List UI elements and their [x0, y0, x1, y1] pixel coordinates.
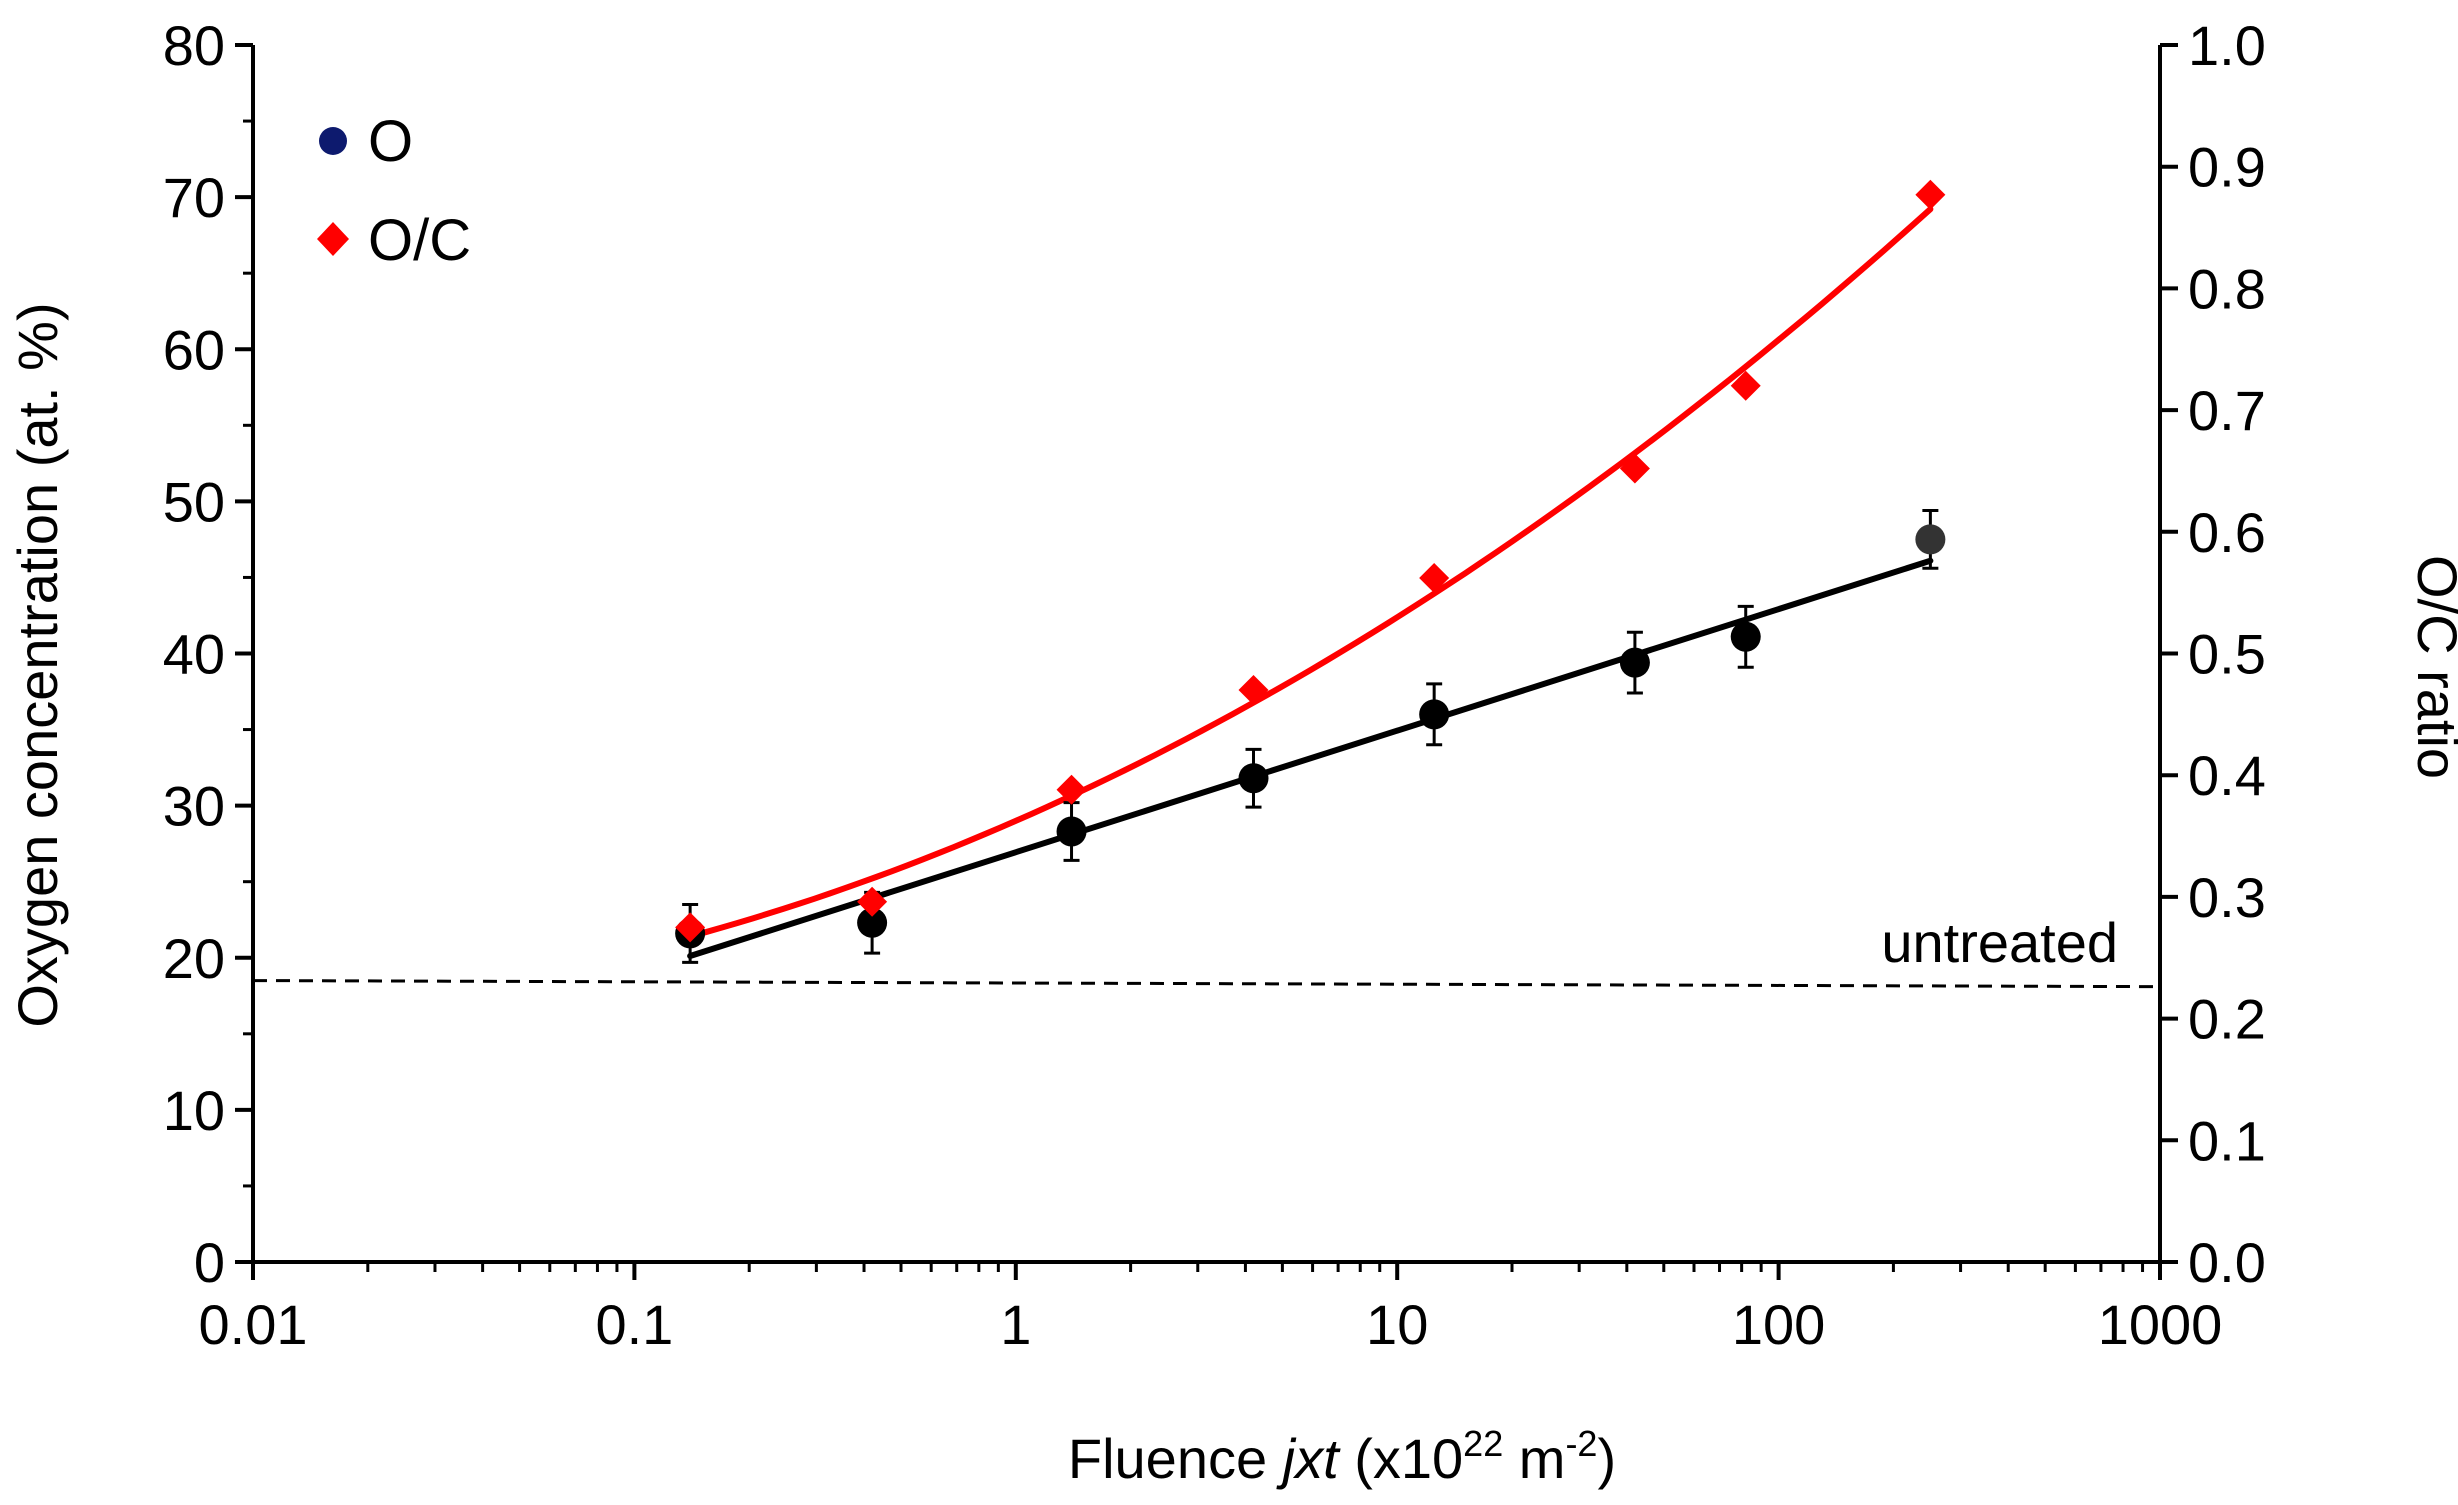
legend-label-oc: O/C	[368, 208, 471, 273]
x-tick-label: 1000	[2098, 1293, 2223, 1356]
y-right-tick-label: 0.9	[2188, 136, 2266, 199]
y-right-tick-label: 0.7	[2188, 379, 2266, 442]
data-point-o	[1619, 647, 1650, 678]
untreated-label: untreated	[1881, 911, 2118, 974]
axes-layer: 0.01 0.1 1 10 100 1000 0 10 20 30 40 50 60 70 80 0.0 0.1…	[163, 14, 2266, 1356]
y-left-tick-label: 0	[194, 1231, 225, 1294]
fit-layer	[687, 206, 1934, 960]
data-point-o	[857, 907, 888, 938]
x-axis-title-unit-close: )	[1597, 1427, 1616, 1490]
x-axis-title-exponent-1: 22	[1463, 1423, 1503, 1464]
legend: O O/C	[317, 109, 471, 273]
legend-marker-o	[319, 127, 347, 155]
data-point-oc	[1238, 675, 1269, 706]
legend-label-o: O	[368, 109, 413, 174]
y-axis-right-title: O/C ratio	[2406, 555, 2458, 779]
x-axis-title-unit-mid: m	[1503, 1427, 1565, 1490]
x-axis-title-exponent-2: -2	[1565, 1423, 1597, 1464]
x-axis-title-prefix: Fluence	[1068, 1427, 1283, 1490]
y-left-tick-label: 10	[163, 1079, 225, 1142]
y-right-tick-label: 0.4	[2188, 744, 2266, 807]
x-axis-title-unit-open: (x10	[1339, 1427, 1464, 1490]
y-left-tick-label: 70	[163, 166, 225, 229]
data-point-oc	[675, 912, 706, 943]
data-point-oc	[857, 886, 888, 917]
y-right-tick-label: 0.6	[2188, 501, 2266, 564]
data-point-o	[1915, 524, 1946, 555]
x-tick-label: 100	[1732, 1293, 1825, 1356]
y-left-tick-label: 80	[163, 14, 225, 77]
data-point-o	[1238, 763, 1269, 794]
x-axis-title: Fluence jxt (x1022 m-2)	[1068, 1423, 1616, 1490]
y-right-tick-label: 0.5	[2188, 623, 2266, 686]
x-tick-label: 10	[1366, 1293, 1428, 1356]
annotation-layer	[252, 979, 2161, 989]
data-point-o	[1056, 816, 1087, 847]
fit-line-o	[687, 557, 1934, 960]
y-right-tick-label: 0.3	[2188, 866, 2266, 929]
x-tick-label: 1	[1000, 1293, 1031, 1356]
y-right-tick-label: 0.0	[2188, 1231, 2266, 1294]
data-point-oc	[1056, 774, 1087, 805]
x-tick-label: 0.1	[595, 1293, 673, 1356]
data-point-oc	[1419, 563, 1450, 594]
legend-marker-oc	[317, 222, 349, 256]
y-left-tick-label: 50	[163, 470, 225, 533]
data-point-o	[1419, 699, 1450, 730]
x-axis-title-variable: jxt	[1276, 1427, 1341, 1490]
y-left-tick-label: 30	[163, 775, 225, 838]
data-point-o	[1730, 621, 1761, 652]
data-point-oc	[1619, 453, 1650, 484]
y-left-tick-label: 60	[163, 318, 225, 381]
y-right-tick-label: 0.1	[2188, 1109, 2266, 1172]
y-left-tick-label: 40	[163, 623, 225, 686]
y-left-tick-label: 20	[163, 927, 225, 990]
y-right-tick-label: 0.8	[2188, 257, 2266, 320]
y-right-tick-label: 1.0	[2188, 14, 2266, 77]
x-tick-label: 0.01	[199, 1293, 308, 1356]
data-point-oc	[1730, 370, 1761, 401]
y-right-tick-label: 0.2	[2188, 988, 2266, 1051]
y-axis-left-title: Oxygen concentration (at. %)	[6, 302, 69, 1027]
fit-curve-oc	[687, 206, 1934, 940]
marks-layer	[675, 179, 1946, 964]
untreated-dashed-line	[252, 979, 2161, 989]
data-point-oc	[1915, 179, 1946, 210]
